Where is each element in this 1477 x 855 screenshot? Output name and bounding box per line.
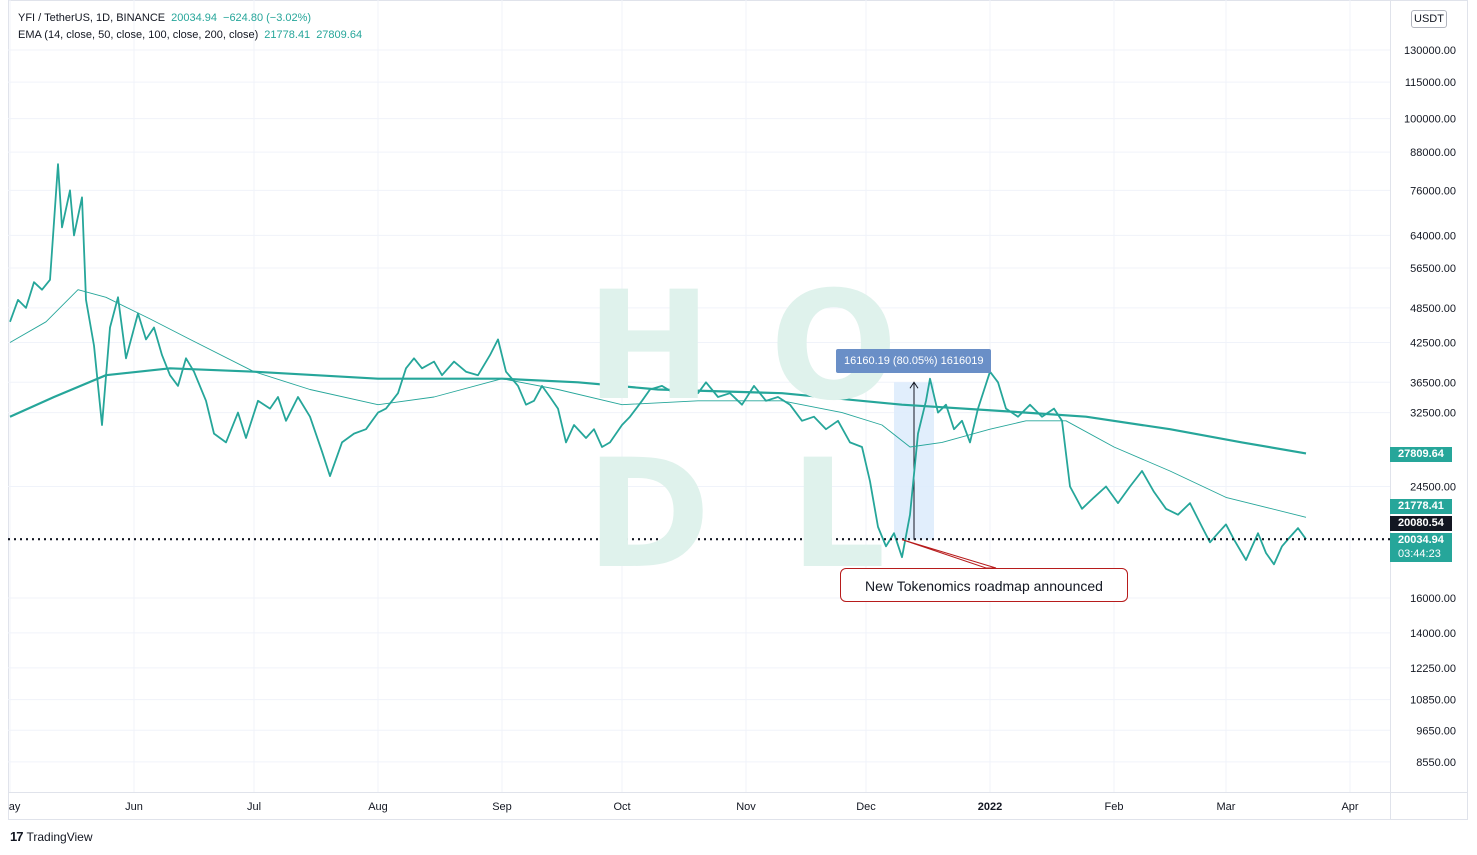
measure-arrow-head	[909, 381, 919, 389]
annotation-callout[interactable]: New Tokenomics roadmap announced	[840, 568, 1128, 602]
y-tick-label: 36500.00	[1410, 377, 1456, 389]
indicator-legend[interactable]: EMA (14, close, 50, close, 100, close, 2…	[18, 29, 362, 41]
ema-fast-tag: 21778.41	[1390, 499, 1452, 514]
price-change: −624.80 (−3.02%)	[223, 12, 312, 24]
tradingview-logo-icon: 17	[10, 829, 24, 844]
x-tick-label: Aug	[368, 801, 388, 813]
x-tick-label: Dec	[856, 801, 876, 813]
x-tick-label: Sep	[492, 801, 512, 813]
countdown-tag: 03:44:23	[1390, 547, 1452, 562]
x-tick-label: Nov	[736, 801, 756, 813]
y-tick-label: 32500.00	[1410, 408, 1456, 420]
x-tick-label: Oct	[613, 801, 630, 813]
tradingview-brand[interactable]: 17 TradingView	[10, 829, 93, 844]
x-tick-label: Jul	[247, 801, 261, 813]
symbol-name: YFI / TetherUS, 1D, BINANCE	[18, 12, 166, 24]
y-tick-label: 14000.00	[1410, 628, 1456, 640]
ema-slow-value: 27809.64	[316, 29, 363, 41]
y-tick-label: 12250.00	[1410, 663, 1456, 675]
brand-name: TradingView	[26, 829, 93, 844]
y-tick-label: 115000.00	[1405, 77, 1456, 89]
y-tick-label: 130000.00	[1404, 45, 1456, 57]
current-price-tag: 20080.54	[1390, 516, 1452, 531]
watermark-letter: D	[586, 428, 711, 602]
watermark-letter: H	[586, 260, 712, 434]
y-tick-label: 16000.00	[1410, 593, 1456, 605]
y-tick-label: 8550.00	[1416, 757, 1456, 769]
x-tick-label: May	[8, 801, 21, 813]
x-tick-label: Mar	[1217, 801, 1236, 813]
x-tick-label: Apr	[1341, 801, 1358, 813]
symbol-legend[interactable]: YFI / TetherUS, 1D, BINANCE 20034.94 −624.…	[18, 12, 311, 24]
last-price: 20034.94	[171, 12, 218, 24]
y-tick-label: 76000.00	[1410, 185, 1456, 197]
ema-slow-series-line	[9, 367, 1307, 455]
x-tick-label: 2022	[978, 801, 1002, 813]
watermark-letter: L	[790, 428, 886, 602]
last-price-tag: 20034.94	[1390, 533, 1452, 548]
ema-fast-value: 21778.41	[264, 29, 311, 41]
y-tick-label: 48500.00	[1410, 303, 1456, 315]
chart-border	[8, 0, 1468, 820]
y-tick-label: 64000.00	[1410, 230, 1456, 242]
y-tick-label: 56500.00	[1410, 263, 1456, 275]
x-tick-label: Feb	[1105, 801, 1124, 813]
y-tick-label: 100000.00	[1404, 114, 1456, 126]
price-series-line	[9, 163, 1307, 566]
x-tick-label: Jun	[125, 801, 143, 813]
currency-badge[interactable]: USDT	[1411, 10, 1447, 28]
y-tick-label: 9650.00	[1416, 725, 1456, 737]
indicator-label: EMA (14, close, 50, close, 100, close, 2…	[18, 29, 259, 41]
measure-tooltip: 16160.19 (80.05%) 1616019	[836, 349, 992, 373]
chart-frame[interactable]: 130000.00 115000.00 100000.00 88000.00 76000…	[8, 0, 1468, 820]
watermark-letter: O	[770, 260, 898, 434]
y-tick-label: 88000.00	[1410, 147, 1456, 159]
y-tick-label: 10850.00	[1410, 695, 1456, 707]
ema-slow-tag: 27809.64	[1390, 447, 1452, 462]
y-tick-label: 24500.00	[1410, 482, 1456, 494]
ema-fast-series-line	[9, 289, 1307, 518]
y-tick-label: 42500.00	[1410, 337, 1456, 349]
annotation-pointer	[901, 539, 997, 569]
price-chart[interactable]: 130000.00 115000.00 100000.00 88000.00 76000…	[8, 0, 1468, 820]
